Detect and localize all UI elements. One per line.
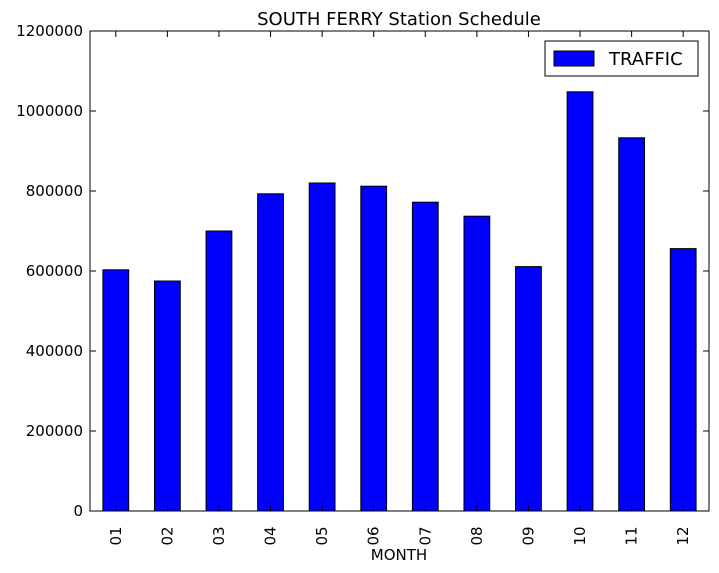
x-tick-label-10: 10 bbox=[571, 526, 589, 545]
x-tick-label-07: 07 bbox=[416, 526, 434, 545]
y-tick-label-0: 0 bbox=[73, 502, 83, 520]
legend-label-traffic: TRAFFIC bbox=[608, 49, 683, 70]
bar-03 bbox=[205, 230, 233, 512]
bar-05 bbox=[308, 182, 336, 512]
ticks-layer: 01 02 03 04 05 06 07 08 09 10 11 12 0 200000 400000 600… bbox=[16, 22, 709, 546]
bar-07 bbox=[411, 201, 439, 512]
x-tick-label-08: 08 bbox=[468, 526, 486, 545]
legend-swatch-traffic bbox=[553, 50, 595, 67]
x-tick-label-09: 09 bbox=[519, 526, 537, 545]
x-tick-label-11: 11 bbox=[623, 526, 641, 545]
plot-area-frame bbox=[89, 30, 710, 512]
x-tick-label-03: 03 bbox=[210, 526, 228, 545]
x-tick-label-06: 06 bbox=[365, 526, 383, 545]
chart-title: SOUTH FERRY Station Schedule bbox=[257, 9, 541, 30]
y-tick-label-1000000: 1000000 bbox=[16, 102, 83, 120]
bar-08 bbox=[463, 215, 491, 512]
y-tick-label-200000: 200000 bbox=[26, 422, 83, 440]
bars-layer bbox=[102, 91, 697, 512]
x-tick-label-05: 05 bbox=[313, 526, 331, 545]
y-tick-label-600000: 600000 bbox=[26, 262, 83, 280]
bar-04 bbox=[257, 193, 284, 512]
y-tick-label-800000: 800000 bbox=[26, 182, 83, 200]
x-tick-label-02: 02 bbox=[158, 526, 176, 545]
bar-11 bbox=[618, 137, 646, 512]
bar-02 bbox=[153, 280, 181, 512]
legend: TRAFFIC bbox=[544, 40, 699, 77]
y-tick-label-1200000: 1200000 bbox=[16, 22, 83, 40]
bar-01 bbox=[102, 269, 130, 512]
bar-10 bbox=[566, 91, 594, 512]
y-tick-label-400000: 400000 bbox=[26, 342, 83, 360]
bar-12 bbox=[669, 248, 697, 512]
bar-06 bbox=[360, 185, 388, 512]
x-tick-label-12: 12 bbox=[674, 526, 692, 545]
x-tick-label-01: 01 bbox=[107, 526, 125, 545]
x-axis-label: MONTH bbox=[371, 546, 427, 564]
bar-09 bbox=[515, 266, 542, 512]
x-tick-label-04: 04 bbox=[262, 526, 280, 545]
